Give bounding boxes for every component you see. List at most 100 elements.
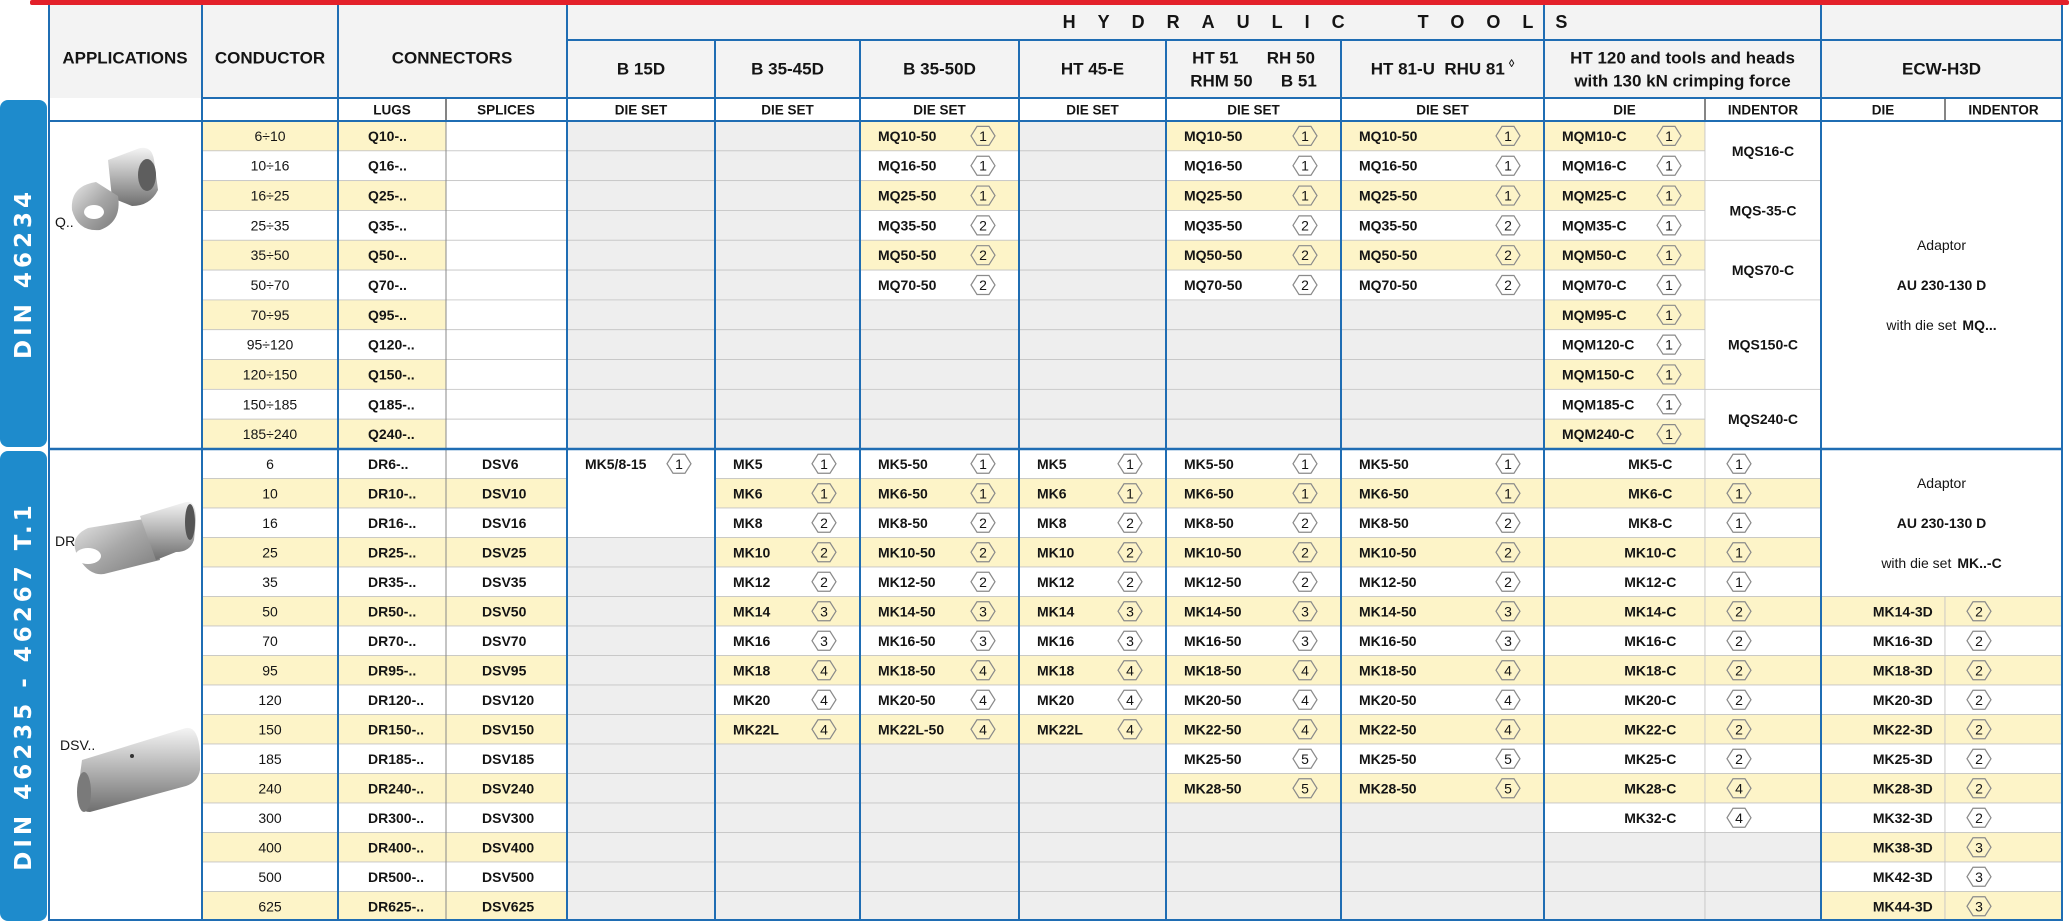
table-cell — [1165, 714, 1342, 745]
die-code: MK25-C — [1624, 751, 1676, 767]
table-cell — [1340, 359, 1545, 390]
die-code: MK5 — [733, 456, 763, 472]
lug-code: Q240-.. — [368, 426, 415, 442]
table-cell — [1165, 832, 1342, 863]
table-rules — [0, 5, 2063, 921]
table-cell — [445, 180, 568, 211]
table-cell — [566, 566, 716, 597]
table-cell — [1543, 448, 1706, 479]
table-cell — [445, 299, 568, 331]
indentor-badge — [1656, 155, 1682, 176]
indentor-badge — [1656, 274, 1682, 296]
table-cell — [1944, 655, 2063, 686]
die-code: MK5 — [1037, 456, 1067, 472]
lug-code: DR95-.. — [368, 662, 416, 678]
indentor-badge — [1292, 778, 1318, 799]
indentor-badge — [970, 689, 996, 710]
lug-code: Q70-.. — [368, 277, 407, 293]
indentor-number: 2 — [1126, 515, 1134, 531]
table-cell — [201, 891, 339, 921]
table-cell — [1704, 448, 1822, 479]
indentor-number: 4 — [1504, 692, 1512, 708]
splice-code: DSV6 — [482, 456, 519, 472]
indentor-number: 2 — [1975, 662, 1983, 678]
indentor-badge — [1966, 748, 1992, 769]
indentor-number: 4 — [820, 662, 828, 678]
indentor-badge — [1966, 660, 1992, 681]
die-code: MQ16-50 — [1184, 158, 1243, 174]
table-cell — [201, 120, 339, 152]
table-cell — [1340, 891, 1545, 921]
die-code: MK28-3D — [1873, 780, 1933, 796]
splice-code: DSV500 — [482, 869, 534, 885]
table-cell — [337, 448, 447, 479]
lug-code: Q10-.. — [368, 128, 407, 144]
table-cell — [1018, 773, 1167, 804]
table-cell — [1704, 802, 1822, 833]
table-cell — [1340, 388, 1545, 420]
table-cell — [201, 773, 339, 804]
indentor-badge — [1495, 155, 1521, 176]
die-code: MQM185-C — [1562, 396, 1634, 412]
lug-code: DR400-.. — [368, 839, 424, 855]
splice-code: DSV16 — [482, 515, 527, 531]
adaptor-text: AU 230-130 D — [1897, 277, 1987, 293]
die-code: MK10 — [733, 544, 771, 560]
indentor-badge — [1495, 778, 1521, 799]
indentor-badge — [1726, 660, 1752, 681]
indentor-badge — [1495, 245, 1521, 266]
lug-code: DR35-.. — [368, 574, 416, 590]
table-cell — [445, 120, 568, 152]
indentor-badge — [1966, 896, 1992, 917]
table-cell — [1543, 655, 1706, 686]
header-background — [49, 5, 2062, 98]
indentor-number: 3 — [1504, 603, 1512, 619]
table-cell — [337, 714, 447, 745]
table-cell — [714, 120, 861, 152]
table-cell — [445, 418, 568, 450]
indentor-badge — [1726, 453, 1752, 474]
indentor-badge — [1292, 601, 1318, 622]
table-cell — [566, 625, 716, 656]
table-cell — [1944, 596, 2063, 627]
table-cell — [337, 269, 447, 301]
die-code: MK5-C — [1628, 456, 1672, 472]
indentor-number: 3 — [979, 603, 987, 619]
indentor-number: 4 — [1301, 662, 1309, 678]
die-code: MK28-50 — [1184, 780, 1242, 796]
die-code: MQ35-50 — [1359, 217, 1418, 233]
indentor-badge — [970, 245, 996, 266]
table-cell — [1820, 655, 1946, 686]
section-label: DIN 46235 - 46267 T.1 — [11, 501, 37, 870]
table-cell — [1820, 832, 1946, 863]
group-header: HYDRAULIC TOOLS — [1063, 12, 1590, 32]
table-cell — [1165, 861, 1342, 892]
adaptor-note-bold: MK..-C — [1957, 555, 2001, 571]
indentor-badge — [1292, 719, 1318, 740]
table-cell — [1165, 150, 1342, 182]
tool-name: with 130 kN crimping force — [1573, 72, 1790, 91]
table-cell — [566, 418, 716, 450]
lug-code: Q35-.. — [368, 217, 407, 233]
conductor-size: 16 — [262, 515, 278, 531]
table-cell — [1543, 478, 1706, 509]
conductor-size: 120÷150 — [243, 366, 298, 382]
die-code: MK5-50 — [1184, 456, 1234, 472]
table-cell — [445, 861, 568, 892]
table-cell — [566, 537, 716, 568]
indentor-badge — [1292, 748, 1318, 769]
table-cell — [1704, 507, 1822, 538]
lug-code: DR500-.. — [368, 869, 424, 885]
indentor-number: 1 — [1735, 485, 1743, 501]
indentor-badge — [1966, 630, 1992, 651]
indentor-badge — [970, 125, 996, 147]
indentor-badge — [811, 660, 837, 681]
table-cell — [1543, 832, 1706, 863]
table-cell — [445, 684, 568, 715]
indentor-number: 1 — [1301, 188, 1309, 204]
conductor-size: 16÷25 — [251, 188, 290, 204]
subheader: DIE SET — [1066, 103, 1119, 118]
indentor-number: 1 — [979, 485, 987, 501]
die-code: MK20-50 — [878, 692, 936, 708]
